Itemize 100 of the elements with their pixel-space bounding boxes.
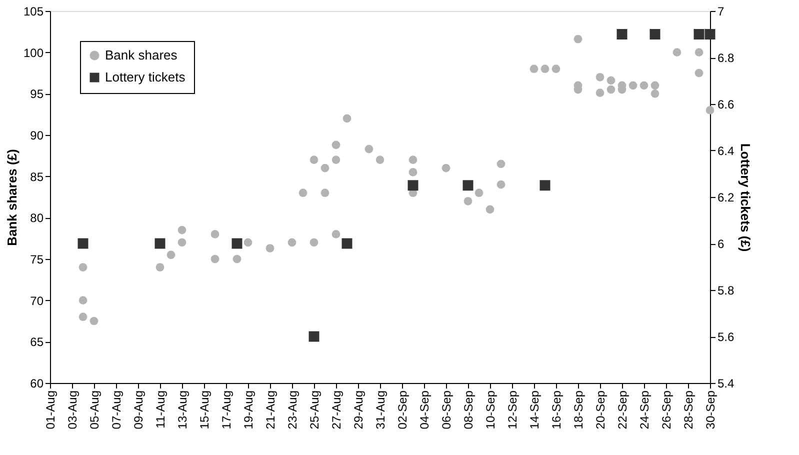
y-tick-label: 100 bbox=[23, 46, 44, 60]
point bbox=[596, 88, 604, 98]
x-tick-label: 14-Sep bbox=[528, 390, 542, 430]
point bbox=[332, 156, 340, 164]
point bbox=[650, 89, 660, 98]
x-tick-label: 18-Sep bbox=[572, 390, 586, 430]
point bbox=[474, 188, 484, 198]
point bbox=[364, 144, 374, 154]
x-tick-label: 26-Sep bbox=[660, 390, 674, 430]
x-tick-label: 16-Sep bbox=[550, 390, 564, 430]
y2-tick-label: 6.4 bbox=[718, 144, 735, 158]
point bbox=[90, 316, 98, 326]
point bbox=[166, 250, 176, 260]
x-tick-label: 23-Aug bbox=[286, 390, 300, 430]
x-tick-label: 01-Aug bbox=[44, 390, 58, 430]
x-tick-label: 17-Aug bbox=[220, 390, 234, 430]
point bbox=[672, 48, 682, 57]
point bbox=[332, 140, 340, 150]
x-tick-label: 10-Sep bbox=[484, 390, 498, 430]
point bbox=[606, 76, 616, 85]
x-tick-label: 15-Aug bbox=[198, 390, 212, 430]
point bbox=[530, 64, 538, 74]
point bbox=[210, 254, 220, 264]
point bbox=[244, 238, 252, 247]
point bbox=[342, 114, 352, 123]
x-tick-label: 04-Sep bbox=[418, 390, 432, 430]
point bbox=[552, 64, 560, 74]
point bbox=[462, 180, 474, 191]
y2-tick-label: 6.6 bbox=[718, 98, 735, 112]
point bbox=[640, 81, 648, 90]
x-tick-label: 22-Sep bbox=[616, 390, 630, 430]
point bbox=[210, 230, 220, 238]
x-tick-label: 30-Sep bbox=[704, 390, 718, 430]
point bbox=[442, 164, 450, 172]
point bbox=[496, 180, 506, 189]
point bbox=[308, 331, 320, 342]
point bbox=[408, 168, 418, 176]
x-tick-label: 28-Sep bbox=[682, 390, 696, 430]
point bbox=[694, 68, 704, 78]
point bbox=[178, 226, 186, 234]
point bbox=[232, 238, 242, 249]
legend-label: Lottery tickets bbox=[105, 70, 186, 84]
point bbox=[232, 254, 242, 264]
point bbox=[408, 156, 418, 164]
x-tick-label: 09-Aug bbox=[132, 390, 146, 430]
y-tick-label: 80 bbox=[30, 211, 44, 226]
point bbox=[310, 238, 318, 247]
point bbox=[78, 296, 88, 305]
point bbox=[650, 29, 660, 40]
point bbox=[694, 29, 704, 40]
point bbox=[596, 72, 604, 82]
x-tick-label: 19-Aug bbox=[242, 390, 256, 430]
point bbox=[310, 156, 318, 164]
x-tick-label: 07-Aug bbox=[110, 390, 124, 430]
point bbox=[320, 188, 330, 198]
y2-tick-label: 6 bbox=[718, 237, 724, 251]
point bbox=[298, 188, 308, 198]
point bbox=[486, 205, 494, 214]
y2-tick-label: 6.2 bbox=[718, 190, 735, 204]
legend-label: Bank shares bbox=[105, 48, 178, 62]
x-tick-label: 29-Aug bbox=[352, 390, 366, 430]
y-tick-label: 85 bbox=[30, 170, 44, 184]
y-tick-label: 75 bbox=[30, 252, 44, 266]
x-tick-label: 06-Sep bbox=[440, 390, 454, 430]
point bbox=[704, 29, 716, 40]
point bbox=[606, 85, 616, 94]
y2-tick-label: 5.6 bbox=[718, 330, 735, 344]
point bbox=[266, 244, 274, 252]
point bbox=[574, 34, 582, 44]
x-tick-label: 13-Aug bbox=[176, 390, 190, 430]
point bbox=[496, 160, 506, 168]
point bbox=[342, 238, 352, 249]
x-tick-label: 12-Sep bbox=[506, 390, 520, 430]
x-tick-label: 11-Aug bbox=[154, 390, 168, 428]
x-tick-label: 08-Sep bbox=[462, 390, 476, 430]
point bbox=[408, 180, 418, 191]
point bbox=[464, 196, 472, 206]
x-tick-label: 02-Sep bbox=[396, 390, 410, 430]
point bbox=[288, 238, 296, 247]
x-tick-label: 24-Sep bbox=[638, 390, 652, 430]
point bbox=[154, 238, 166, 249]
x-tick-label: 20-Sep bbox=[594, 390, 608, 430]
y2-tick-label: 5.4 bbox=[718, 376, 735, 390]
point bbox=[78, 238, 88, 249]
x-tick-label: 25-Aug bbox=[308, 390, 322, 430]
y-tick-label: 70 bbox=[30, 294, 44, 308]
y-axis-title: Bank shares (£) bbox=[4, 149, 20, 246]
y2-tick-label: 6.8 bbox=[718, 51, 735, 65]
point bbox=[540, 64, 550, 74]
point bbox=[616, 29, 628, 40]
point bbox=[706, 106, 714, 114]
x-tick-label: 21-Aug bbox=[264, 390, 278, 430]
point bbox=[376, 156, 384, 164]
point bbox=[178, 238, 186, 247]
y2-axis-title: Lottery tickets (£) bbox=[738, 143, 754, 252]
y-tick-label: 105 bbox=[23, 4, 44, 18]
y-tick-label: 90 bbox=[30, 128, 44, 142]
y-tick-label: 95 bbox=[30, 87, 44, 102]
point bbox=[650, 81, 660, 90]
point bbox=[78, 312, 88, 322]
